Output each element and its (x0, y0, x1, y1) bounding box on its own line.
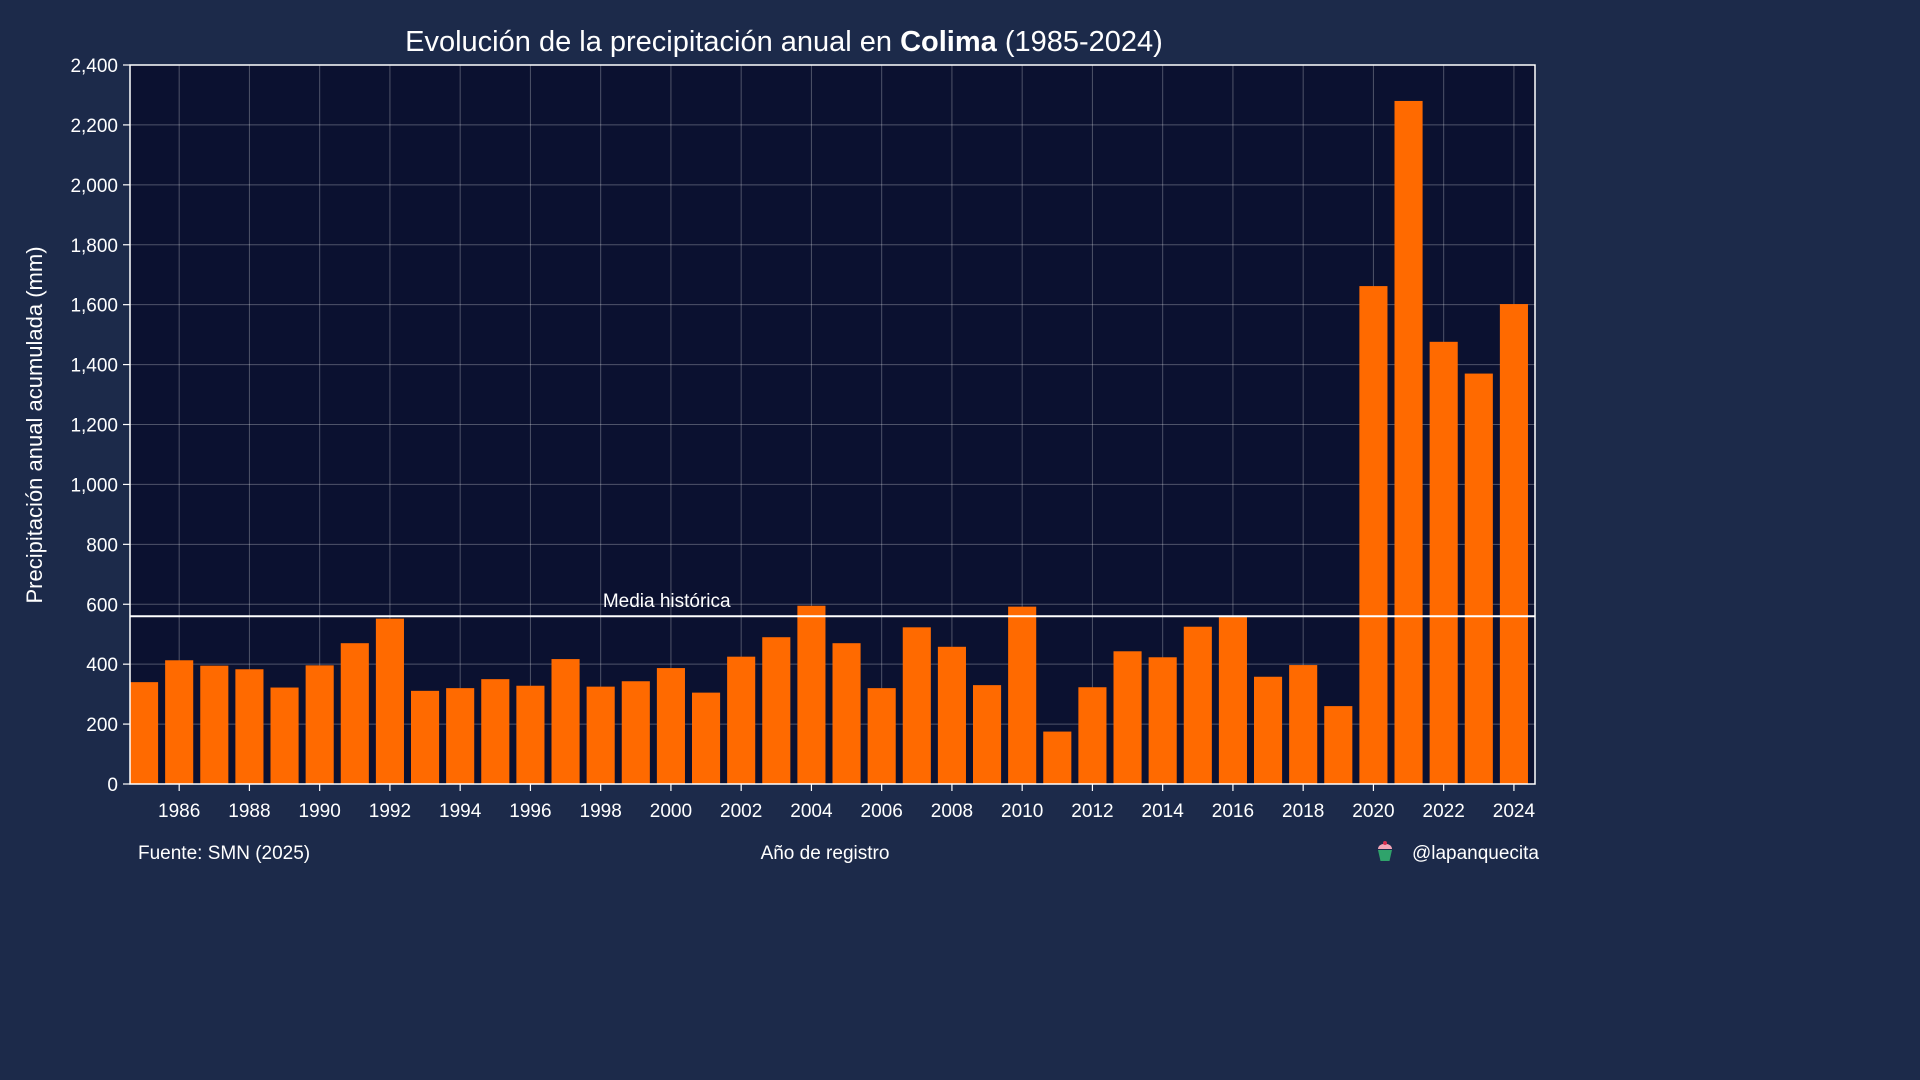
bar-2019 (1324, 706, 1353, 784)
bar-2001 (692, 692, 721, 784)
bar-1996 (516, 685, 545, 784)
y-tick-label: 1,800 (70, 236, 118, 257)
x-tick-label: 1996 (509, 801, 551, 822)
x-tick-label: 2018 (1282, 801, 1324, 822)
bar-1985 (130, 682, 159, 784)
y-tick-label: 2,200 (70, 116, 118, 137)
y-tick-label: 1,000 (70, 475, 118, 496)
x-tick-label: 1986 (158, 801, 200, 822)
bar-2016 (1218, 617, 1247, 784)
bar-1992 (375, 618, 404, 784)
y-tick-label: 0 (107, 775, 118, 796)
bar-1987 (200, 665, 229, 784)
reference-group: Media histórica (130, 591, 1535, 618)
bar-1989 (270, 687, 299, 784)
bar-2008 (937, 646, 966, 784)
reference-line-label: Media histórica (603, 591, 731, 612)
y-tick-label: 600 (86, 595, 118, 616)
bars-group (130, 100, 1528, 784)
bar-2003 (762, 637, 791, 784)
y-tick-label: 200 (86, 715, 118, 736)
y-tick-label: 2,000 (70, 176, 118, 197)
x-tick-label: 2020 (1352, 801, 1394, 822)
bar-1986 (165, 660, 194, 784)
x-tick-label: 2004 (790, 801, 833, 822)
y-axis-ticks: 0 200 400 600 800 1,000 1,200 1,400 1,600 1,800 2,… (70, 56, 130, 796)
x-axis-ticks: 1986 1988 1990 1992 1994 1996 1998 2000 2002 2004… (158, 784, 1535, 822)
bar-1999 (621, 681, 650, 784)
chart-title-suffix: (1985-2024) (997, 26, 1163, 58)
bar-2009 (973, 685, 1002, 784)
bar-2022 (1429, 341, 1458, 784)
bar-1988 (235, 669, 264, 784)
bar-2017 (1254, 676, 1283, 784)
x-tick-label: 2008 (931, 801, 973, 822)
bar-2013 (1113, 651, 1142, 784)
chart-title-highlight: Colima (900, 26, 998, 58)
x-tick-label: 2016 (1212, 801, 1254, 822)
bar-1995 (481, 679, 510, 784)
y-tick-label: 1,400 (70, 356, 118, 377)
x-tick-label: 2010 (1001, 801, 1043, 822)
chart-title-prefix: Evolución de la precipitación anual en (405, 26, 900, 58)
bar-2021 (1394, 100, 1423, 784)
bar-2020 (1359, 286, 1388, 784)
bar-1991 (340, 643, 369, 784)
bar-2010 (1008, 606, 1037, 784)
bar-1990 (305, 665, 334, 784)
x-tick-label: 2014 (1142, 801, 1185, 822)
bar-2015 (1183, 626, 1212, 784)
x-tick-label: 1998 (580, 801, 622, 822)
x-axis-label: Año de registro (761, 843, 890, 864)
bar-1998 (586, 686, 615, 784)
bar-2024 (1499, 304, 1528, 784)
bar-2005 (832, 643, 861, 784)
x-tick-label: 2000 (650, 801, 692, 822)
bar-2006 (867, 688, 896, 784)
author-credit: @lapanquecita (1412, 843, 1539, 864)
bar-2002 (727, 656, 756, 784)
cupcake-icon (1378, 841, 1392, 861)
bar-1997 (551, 659, 580, 784)
bar-1994 (446, 688, 475, 784)
source-note: Fuente: SMN (2025) (138, 843, 310, 864)
x-tick-label: 2022 (1423, 801, 1465, 822)
bar-2004 (797, 605, 826, 784)
bar-2018 (1289, 665, 1318, 784)
bar-2014 (1148, 657, 1177, 784)
bar-1993 (411, 690, 440, 784)
bar-2000 (656, 668, 685, 784)
chart-title: Evolución de la precipitación anual en C… (405, 26, 1163, 58)
x-tick-label: 1990 (299, 801, 341, 822)
y-tick-label: 400 (86, 655, 118, 676)
y-axis-label: Precipitación anual acumulada (mm) (22, 246, 47, 603)
x-tick-label: 2024 (1493, 801, 1536, 822)
x-tick-label: 1992 (369, 801, 411, 822)
x-tick-label: 2012 (1071, 801, 1113, 822)
bar-2023 (1464, 373, 1493, 784)
y-tick-label: 1,200 (70, 416, 118, 437)
y-tick-label: 1,600 (70, 296, 118, 317)
x-tick-label: 1988 (228, 801, 270, 822)
chart-figure: Evolución de la precipitación anual en C… (22, 26, 1540, 864)
y-tick-label: 2,400 (70, 56, 118, 77)
chart-svg: Evolución de la precipitación anual en C… (22, 26, 1539, 864)
x-tick-label: 2006 (861, 801, 903, 822)
x-tick-label: 2002 (720, 801, 762, 822)
bar-2011 (1043, 731, 1072, 784)
x-tick-label: 1994 (439, 801, 482, 822)
bar-2012 (1078, 687, 1107, 784)
bar-2007 (902, 627, 931, 784)
y-tick-label: 800 (86, 535, 118, 556)
